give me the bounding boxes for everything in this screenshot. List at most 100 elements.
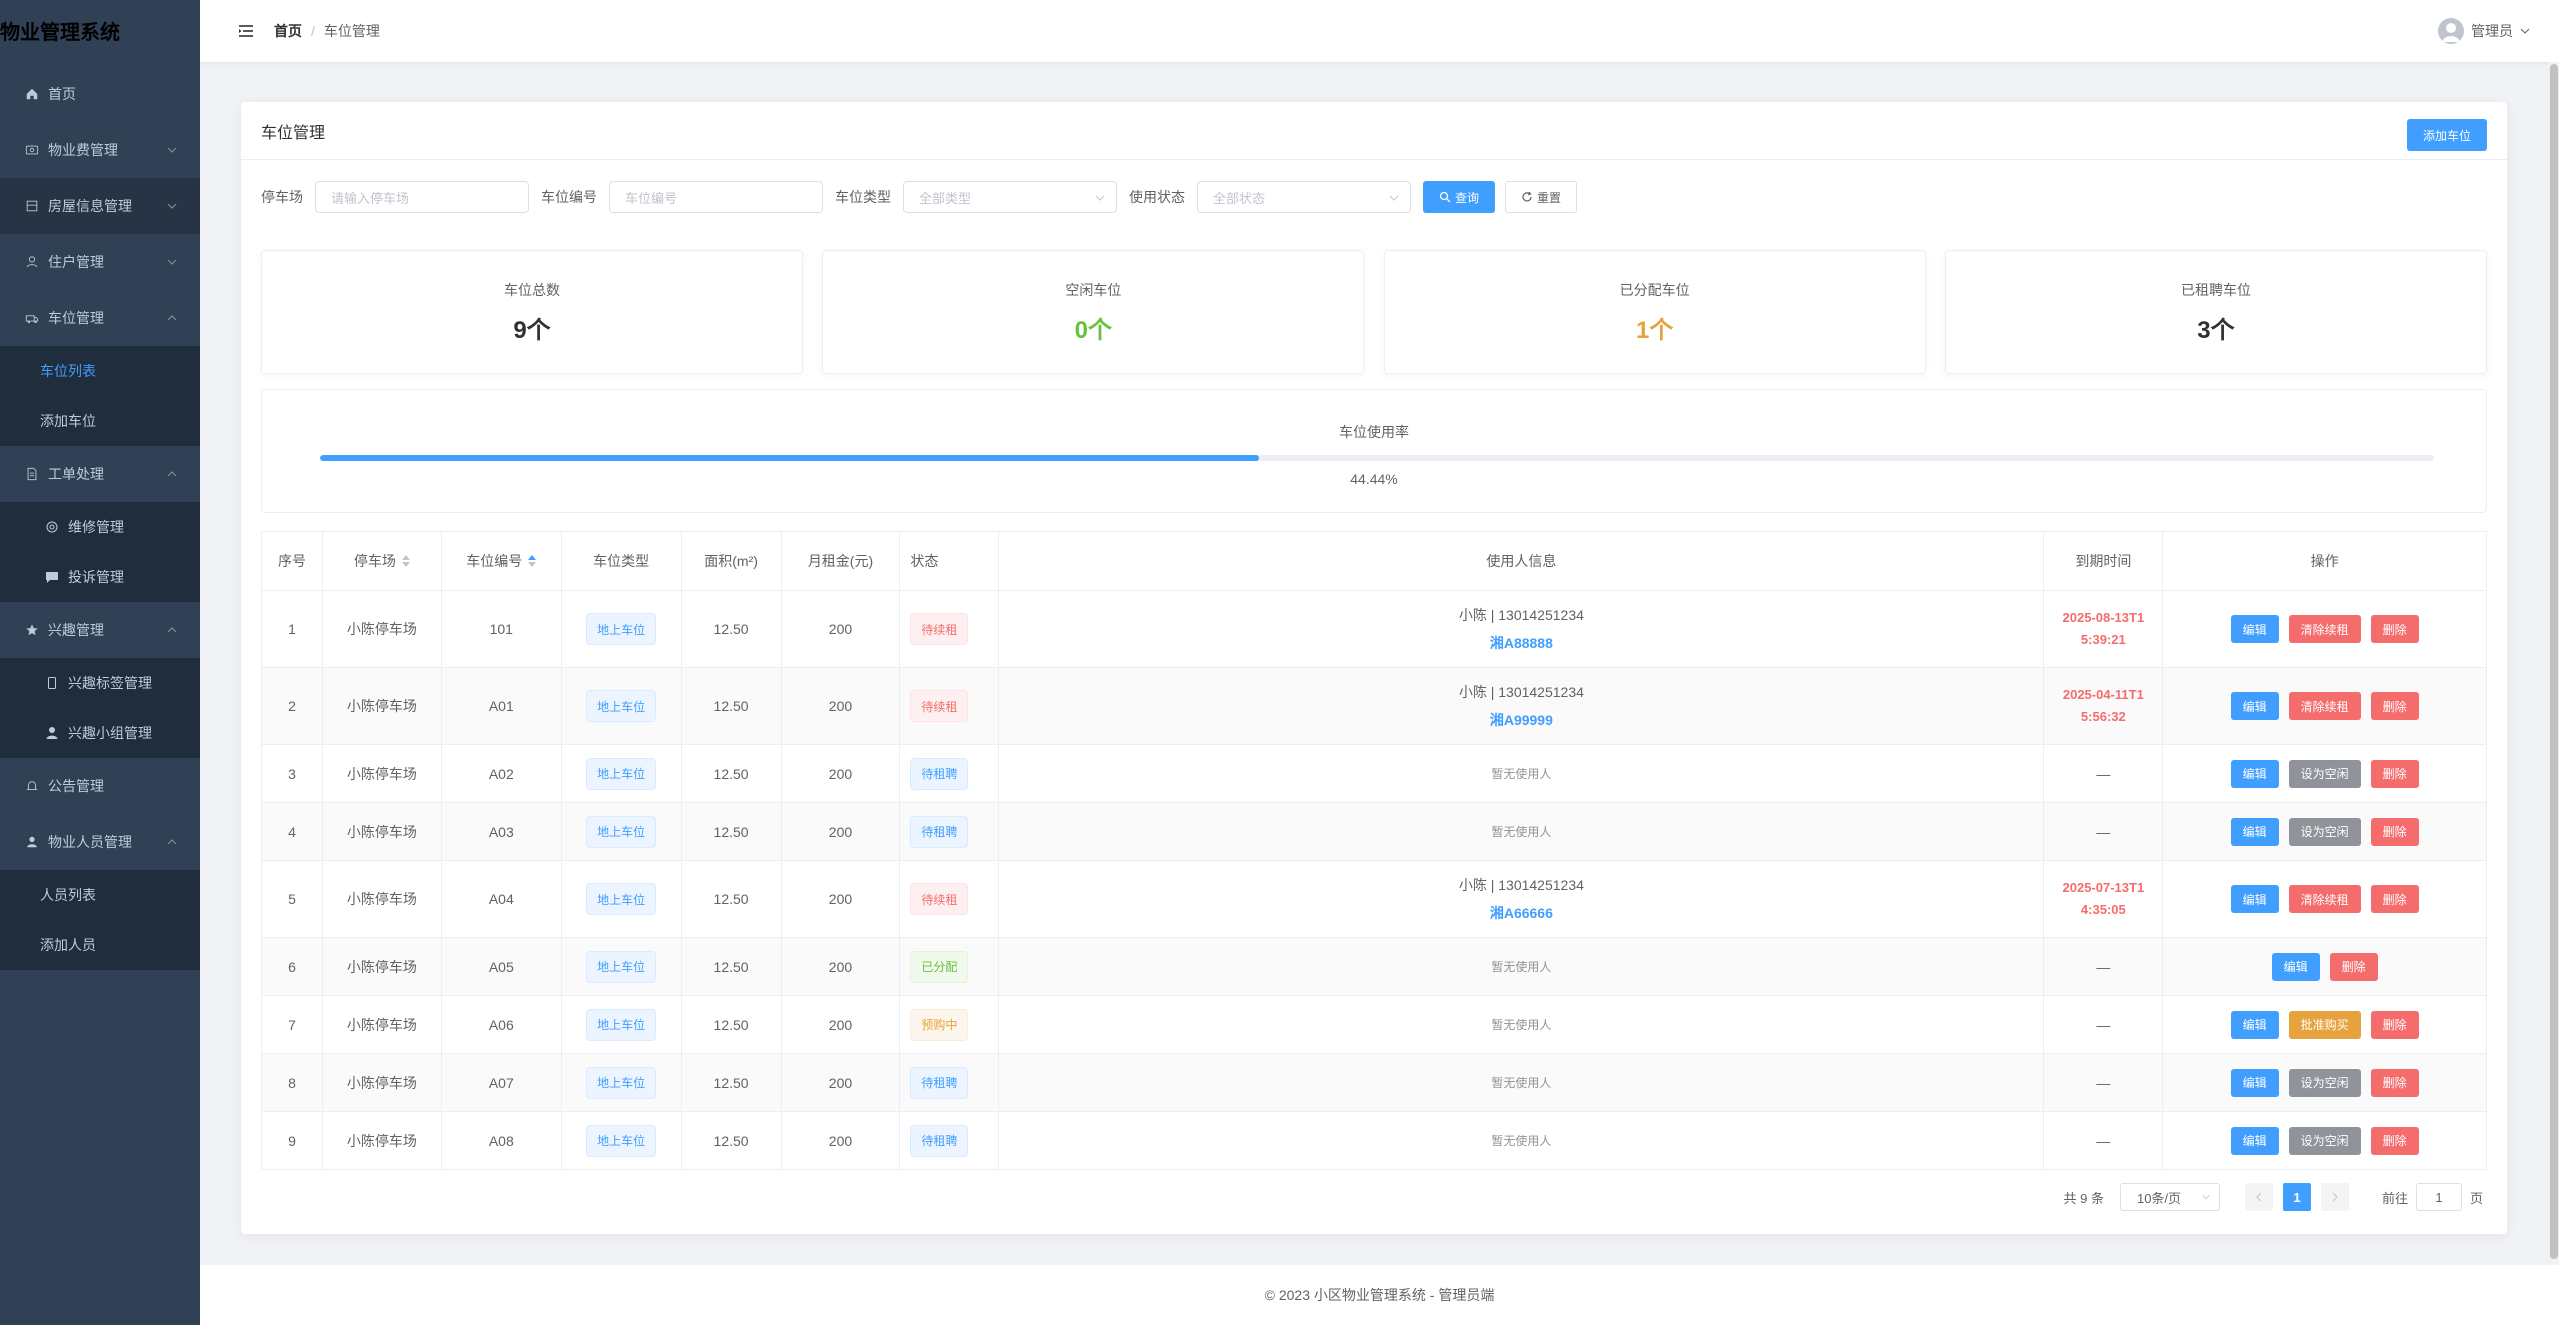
cell-rent: 200 bbox=[782, 996, 901, 1053]
set-free-button[interactable]: 设为空闲 bbox=[2288, 1126, 2361, 1155]
cell-code: A07 bbox=[442, 1054, 562, 1111]
cell-type: 地上车位 bbox=[562, 668, 682, 744]
column-header-label: 车位编号 bbox=[466, 553, 523, 569]
sidebar-item-parking-list[interactable]: 车位列表 bbox=[0, 346, 200, 396]
sidebar-item-parking[interactable]: 车位管理 bbox=[0, 290, 200, 346]
cell-user-info: 暂无使用人 bbox=[999, 745, 2045, 802]
add-parking-button[interactable]: 添加车位 bbox=[2407, 119, 2487, 151]
cell-status: 预购中 bbox=[900, 996, 1000, 1053]
delete-button[interactable]: 删除 bbox=[2370, 615, 2419, 643]
delete-button[interactable]: 删除 bbox=[2370, 1126, 2419, 1155]
delete-button[interactable]: 删除 bbox=[2329, 952, 2378, 981]
delete-button[interactable]: 删除 bbox=[2370, 692, 2419, 720]
clear-renewal-button[interactable]: 清除续租 bbox=[2288, 615, 2361, 643]
set-free-button[interactable]: 设为空闲 bbox=[2288, 759, 2361, 788]
edit-button[interactable]: 编辑 bbox=[2230, 1010, 2279, 1039]
sidebar-item-house-info[interactable]: 房屋信息管理 bbox=[0, 178, 200, 234]
clear-renewal-button[interactable]: 清除续租 bbox=[2288, 692, 2361, 720]
set-free-button[interactable]: 设为空闲 bbox=[2288, 1068, 2361, 1097]
edit-button[interactable]: 编辑 bbox=[2230, 885, 2279, 913]
menu-toggle-icon[interactable] bbox=[238, 23, 254, 39]
status-badge: 已分配 bbox=[910, 950, 969, 983]
delete-button[interactable]: 删除 bbox=[2370, 1068, 2419, 1097]
type-tag: 地上车位 bbox=[586, 1124, 657, 1157]
sidebar-item-property-fee[interactable]: 物业费管理 bbox=[0, 122, 200, 178]
column-header-sortable[interactable]: 停车场 bbox=[323, 532, 442, 590]
space-type-select[interactable]: 全部类型 bbox=[903, 181, 1117, 213]
parking-lot-label: 停车场 bbox=[261, 189, 303, 205]
home-icon bbox=[24, 86, 40, 102]
sidebar-item-interest-groups[interactable]: 兴趣小组管理 bbox=[0, 708, 200, 758]
cell-expire: — bbox=[2044, 803, 2164, 860]
cell-type: 地上车位 bbox=[562, 745, 682, 802]
cell-status: 待租聘 bbox=[900, 1054, 1000, 1111]
sidebar-item-interest-tags[interactable]: 兴趣标签管理 bbox=[0, 658, 200, 708]
page-jump-input[interactable]: 1 bbox=[2415, 1183, 2462, 1211]
sidebar-item-interest[interactable]: 兴趣管理 bbox=[0, 602, 200, 658]
edit-button[interactable]: 编辑 bbox=[2230, 1068, 2279, 1097]
user-contact: 小陈 | 13014251234 bbox=[1458, 607, 1584, 623]
sidebar-item-complaint[interactable]: 投诉管理 bbox=[0, 552, 200, 602]
sidebar-item-home[interactable]: 首页 bbox=[0, 66, 200, 122]
cell-actions: 编辑 清除续租 删除 bbox=[2163, 668, 2486, 744]
breadcrumb-home[interactable]: 首页 bbox=[274, 23, 302, 39]
sort-icon[interactable] bbox=[401, 555, 410, 567]
edit-button[interactable]: 编辑 bbox=[2271, 952, 2320, 981]
delete-button[interactable]: 删除 bbox=[2370, 1010, 2419, 1039]
sidebar-item-announcement[interactable]: 公告管理 bbox=[0, 758, 200, 814]
cell-lot: 小陈停车场 bbox=[323, 668, 442, 744]
cell-status: 已分配 bbox=[900, 938, 1000, 995]
prev-page-button[interactable] bbox=[2244, 1183, 2273, 1211]
edit-button[interactable]: 编辑 bbox=[2230, 692, 2279, 720]
stat-value: 0个 bbox=[1074, 316, 1112, 344]
table-row: 8 小陈停车场 A07 地上车位 12.50 200 待租聘 暂无使用人 — 编辑 设为空闲 删除 bbox=[262, 1054, 2486, 1112]
scrollbar-thumb[interactable] bbox=[2550, 64, 2558, 1259]
cell-lot: 小陈停车场 bbox=[323, 1112, 442, 1169]
cell-code: A03 bbox=[442, 803, 562, 860]
sidebar-item-residents[interactable]: 住户管理 bbox=[0, 234, 200, 290]
set-free-button[interactable]: 设为空闲 bbox=[2288, 817, 2361, 846]
parking-table: 序号 停车场 车位编号 车位类型 面积(m²) 月租金(元) 状态 使用人信息 … bbox=[261, 531, 2487, 1170]
cell-rent: 200 bbox=[782, 861, 901, 937]
delete-button[interactable]: 删除 bbox=[2370, 885, 2419, 913]
sidebar-item-label: 公告管理 bbox=[48, 778, 104, 794]
sort-icon[interactable] bbox=[528, 555, 537, 567]
cell-actions: 编辑 清除续租 删除 bbox=[2163, 591, 2486, 667]
delete-button[interactable]: 删除 bbox=[2370, 817, 2419, 846]
cell-type: 地上车位 bbox=[562, 591, 682, 667]
column-header-sortable[interactable]: 车位编号 bbox=[442, 532, 562, 590]
cell-area: 12.50 bbox=[682, 1112, 782, 1169]
status-badge: 待租聘 bbox=[910, 757, 969, 790]
edit-button[interactable]: 编辑 bbox=[2230, 615, 2279, 643]
edit-button[interactable]: 编辑 bbox=[2230, 759, 2279, 788]
expire-empty: — bbox=[2096, 958, 2111, 975]
sidebar-item-repair[interactable]: 维修管理 bbox=[0, 502, 200, 552]
approve-purchase-button[interactable]: 批准购买 bbox=[2288, 1010, 2361, 1039]
cell-user-info: 小陈 | 13014251234 湘A88888 bbox=[999, 591, 2045, 667]
sidebar-item-add-parking[interactable]: 添加车位 bbox=[0, 396, 200, 446]
reset-button[interactable]: 重置 bbox=[1505, 181, 1577, 213]
page-size-select[interactable]: 10条/页 bbox=[2119, 1183, 2220, 1211]
sidebar-item-add-staff[interactable]: 添加人员 bbox=[0, 920, 200, 970]
space-code-label: 车位编号 bbox=[541, 189, 597, 205]
sidebar-item-staff[interactable]: 物业人员管理 bbox=[0, 814, 200, 870]
page-number-current[interactable]: 1 bbox=[2282, 1183, 2311, 1211]
sidebar-item-label: 人员列表 bbox=[40, 887, 96, 903]
sidebar-item-staff-list[interactable]: 人员列表 bbox=[0, 870, 200, 920]
next-page-button[interactable] bbox=[2320, 1183, 2349, 1211]
usage-status-select[interactable]: 全部状态 bbox=[1197, 181, 1411, 213]
space-code-input[interactable]: 车位编号 bbox=[609, 181, 823, 213]
cell-no: 9 bbox=[262, 1112, 323, 1169]
clear-renewal-button[interactable]: 清除续租 bbox=[2288, 885, 2361, 913]
edit-button[interactable]: 编辑 bbox=[2230, 817, 2279, 846]
sidebar-item-work-order[interactable]: 工单处理 bbox=[0, 446, 200, 502]
parking-lot-input[interactable]: 请输入停车场 bbox=[315, 181, 529, 213]
search-button[interactable]: 查询 bbox=[1423, 181, 1495, 213]
table-row: 4 小陈停车场 A03 地上车位 12.50 200 待租聘 暂无使用人 — 编辑 设为空闲 删除 bbox=[262, 803, 2486, 861]
page-scrollbar[interactable] bbox=[2549, 62, 2559, 1262]
edit-button[interactable]: 编辑 bbox=[2230, 1126, 2279, 1155]
user-menu[interactable]: 管理员 bbox=[2438, 18, 2531, 44]
stat-value: 3个 bbox=[2197, 316, 2235, 344]
status-badge: 预购中 bbox=[910, 1008, 969, 1041]
delete-button[interactable]: 删除 bbox=[2370, 759, 2419, 788]
